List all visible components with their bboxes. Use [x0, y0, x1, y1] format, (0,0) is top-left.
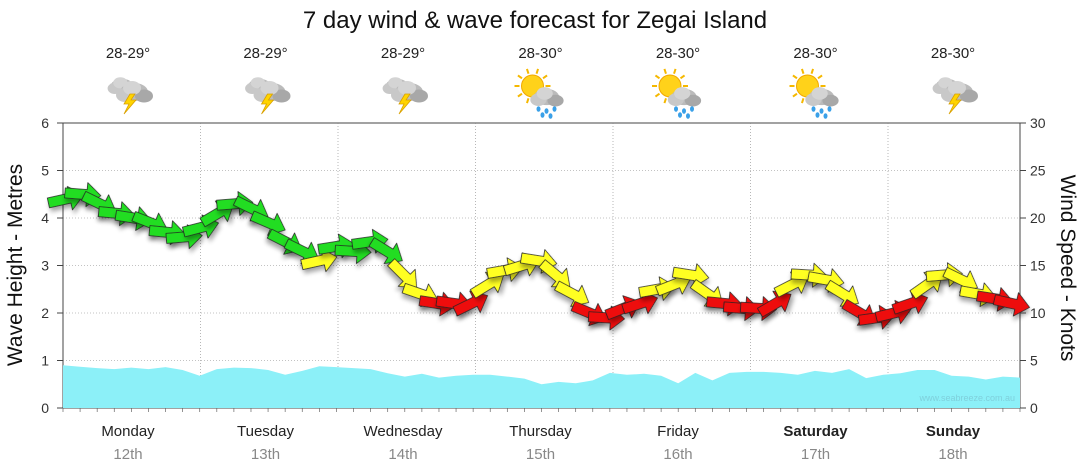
- day-name: Saturday: [783, 423, 848, 440]
- temperature-range: 28-30°: [793, 45, 837, 62]
- day-name: Thursday: [509, 423, 572, 440]
- y-tick-label: 2: [41, 305, 49, 321]
- weather-row: 28-29° 28-29° 28-29° 28-30° 28-30° 28-30° 28-3…: [106, 45, 978, 119]
- y2-axis-title: Wind Speed - Knots: [1056, 175, 1079, 362]
- temperature-range: 28-29°: [243, 45, 287, 62]
- day-date: 17th: [801, 446, 830, 463]
- day-date: 15th: [526, 446, 555, 463]
- day-date: 12th: [113, 446, 142, 463]
- chart-title: 7 day wind & wave forecast for Zegai Isl…: [303, 7, 767, 34]
- y2-tick-label: 20: [1030, 210, 1046, 226]
- wind-arrow: [452, 290, 488, 317]
- watermark: www.seabreeze.com.au: [918, 393, 1015, 403]
- temperature-range: 28-29°: [106, 45, 150, 62]
- y-tick-label: 4: [41, 210, 49, 226]
- y2-tick-label: 25: [1030, 163, 1046, 179]
- wave-area: [63, 365, 1020, 408]
- sun-rain-icon: [789, 68, 839, 119]
- y-tick-label: 3: [41, 258, 49, 274]
- day-name: Sunday: [926, 423, 981, 440]
- thunderstorm-icon: [107, 77, 153, 115]
- wind-arrow: [757, 290, 792, 318]
- temperature-range: 28-30°: [656, 45, 700, 62]
- thunderstorm-icon: [245, 77, 291, 115]
- day-date: 18th: [938, 446, 967, 463]
- y2-tick-label: 0: [1030, 400, 1038, 416]
- wave-height-area: [63, 365, 1020, 408]
- day-date: 13th: [251, 446, 280, 463]
- thunderstorm-icon: [932, 77, 978, 115]
- temperature-range: 28-29°: [381, 45, 425, 62]
- wind-arrow: [992, 292, 1030, 317]
- day-labels: Monday 12th Tuesday 13th Wednesday 14th Thursd…: [101, 423, 980, 463]
- y2-tick-label: 10: [1030, 305, 1046, 321]
- y-axis-title: Wave Height - Metres: [4, 164, 27, 366]
- y-tick-label: 6: [41, 115, 49, 131]
- y-tick-label: 1: [41, 353, 49, 369]
- y2-tick-label: 30: [1030, 115, 1046, 131]
- sun-rain-icon: [652, 68, 702, 119]
- wind-arrows: [46, 182, 1030, 331]
- day-name: Monday: [101, 423, 155, 440]
- sun-rain-icon: [514, 68, 564, 119]
- day-date: 16th: [663, 446, 692, 463]
- y2-tick-label: 5: [1030, 353, 1038, 369]
- grid-lines: [63, 123, 1020, 408]
- day-name: Friday: [657, 423, 699, 440]
- day-date: 14th: [388, 446, 417, 463]
- y-tick-label: 5: [41, 163, 49, 179]
- y2-tick-label: 15: [1030, 258, 1046, 274]
- y-tick-label: 0: [41, 400, 49, 416]
- day-name: Tuesday: [237, 423, 294, 440]
- temperature-range: 28-30°: [931, 45, 975, 62]
- axes: 0 1 2 3 4 5 6 0 5 10 15 20 25 30: [41, 115, 1046, 416]
- temperature-range: 28-30°: [518, 45, 562, 62]
- day-name: Wednesday: [364, 423, 443, 440]
- thunderstorm-icon: [382, 77, 428, 115]
